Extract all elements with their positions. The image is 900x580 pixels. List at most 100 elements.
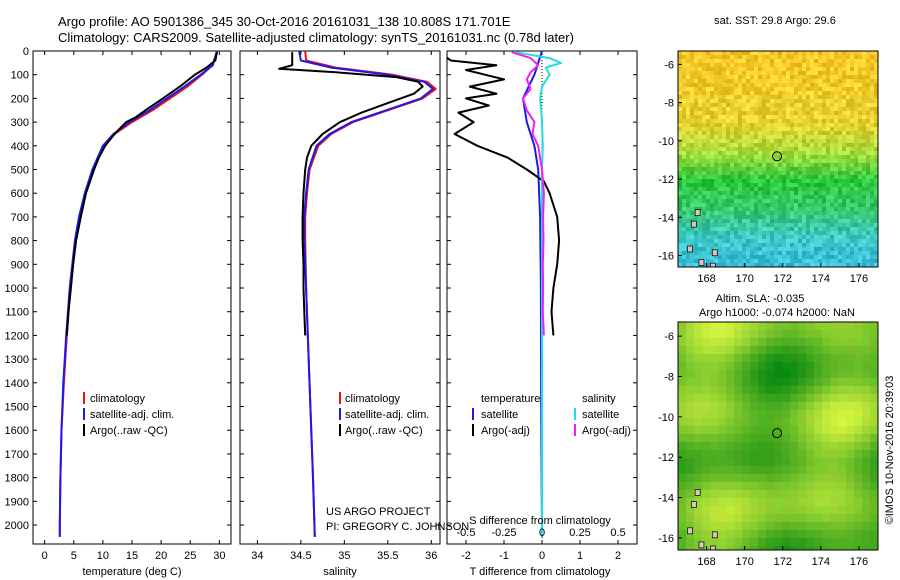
heatmap-cell [870, 370, 878, 378]
heatmap-cell [854, 215, 858, 219]
heatmap-cell [838, 466, 846, 474]
heatmap-cell [698, 159, 702, 163]
heatmap-cell [742, 87, 746, 91]
heatmap-cell [702, 490, 710, 498]
heatmap-cell [738, 215, 742, 219]
heatmap-cell [678, 71, 682, 75]
heatmap-cell [770, 215, 774, 219]
heatmap-cell [702, 514, 710, 522]
heatmap-cell [802, 91, 806, 95]
heatmap-cell [774, 482, 782, 490]
heatmap-cell [850, 51, 854, 55]
heatmap-cell [818, 103, 822, 107]
heatmap-cell [738, 139, 742, 143]
heatmap-cell [870, 155, 874, 159]
heatmap-cell [742, 107, 746, 111]
heatmap-cell [870, 199, 874, 203]
heatmap-cell [770, 111, 774, 115]
heatmap-cell [726, 259, 730, 263]
heatmap-cell [730, 151, 734, 155]
heatmap-cell [766, 426, 774, 434]
heatmap-cell [842, 183, 846, 187]
heatmap-cell [790, 95, 794, 99]
heatmap-cell [762, 175, 766, 179]
heatmap-cell [778, 87, 782, 91]
heatmap-cell [798, 91, 802, 95]
heatmap-cell [774, 346, 782, 354]
heatmap-cell [686, 255, 690, 259]
heatmap-cell [714, 147, 718, 151]
heatmap-cell [806, 394, 814, 402]
heatmap-cell [738, 155, 742, 159]
heatmap-cell [778, 143, 782, 147]
heatmap-cell [770, 255, 774, 259]
heatmap-cell [778, 191, 782, 195]
heatmap-cell [830, 362, 838, 370]
heatmap-cell [826, 83, 830, 87]
heatmap-cell [770, 203, 774, 207]
heatmap-cell [762, 231, 766, 235]
heatmap-cell [854, 203, 858, 207]
heatmap-cell [774, 386, 782, 394]
heatmap-cell [778, 79, 782, 83]
heatmap-cell [766, 71, 770, 75]
heatmap-cell [750, 482, 758, 490]
heatmap-cell [750, 227, 754, 231]
heatmap-cell [862, 59, 866, 63]
heatmap-cell [870, 123, 874, 127]
map-y-tick-label: -8 [664, 371, 674, 383]
heatmap-cell [762, 207, 766, 211]
heatmap-cell [702, 434, 710, 442]
heatmap-cell [862, 338, 870, 346]
heatmap-cell [718, 239, 722, 243]
heatmap-cell [706, 215, 710, 219]
heatmap-cell [854, 99, 858, 103]
heatmap-cell [810, 179, 814, 183]
heatmap-cell [694, 111, 698, 115]
heatmap-cell [734, 514, 742, 522]
heatmap-cell [854, 111, 858, 115]
heatmap-cell [682, 103, 686, 107]
heatmap-cell [754, 179, 758, 183]
heatmap-cell [686, 179, 690, 183]
heatmap-cell [694, 466, 702, 474]
heatmap-cell [874, 263, 878, 267]
heatmap-cell [722, 131, 726, 135]
heatmap-cell [810, 87, 814, 91]
heatmap-cell [730, 215, 734, 219]
heatmap-cell [730, 203, 734, 207]
heatmap-cell [750, 75, 754, 79]
heatmap-cell [726, 490, 734, 498]
heatmap-cell [710, 99, 714, 103]
heatmap-cell [778, 103, 782, 107]
header-line-2: Climatology: CARS2009. Satellite-adjuste… [58, 30, 574, 45]
heatmap-cell [766, 263, 770, 267]
heatmap-cell [814, 99, 818, 103]
heatmap-cell [806, 195, 810, 199]
heatmap-cell [750, 330, 758, 338]
heatmap-cell [730, 83, 734, 87]
heatmap-cell [750, 99, 754, 103]
heatmap-cell [762, 159, 766, 163]
heatmap-cell [782, 219, 786, 223]
heatmap-cell [806, 135, 810, 139]
heatmap-cell [734, 179, 738, 183]
heatmap-cell [770, 75, 774, 79]
heatmap-cell [742, 394, 750, 402]
heatmap-cell [846, 223, 850, 227]
heatmap-cell [798, 538, 806, 546]
heatmap-cell [686, 362, 694, 370]
heatmap-cell [710, 187, 714, 191]
heatmap-cell [774, 402, 782, 410]
heatmap-cell [766, 227, 770, 231]
heatmap-cell [766, 111, 770, 115]
heatmap-cell [754, 259, 758, 263]
heatmap-cell [738, 187, 742, 191]
heatmap-cell [706, 147, 710, 151]
heatmap-cell [850, 147, 854, 151]
heatmap-cell [734, 223, 738, 227]
map-x-tick-label: 176 [850, 556, 868, 568]
heatmap-cell [782, 115, 786, 119]
heatmap-cell [702, 482, 710, 490]
heatmap-cell [702, 131, 706, 135]
